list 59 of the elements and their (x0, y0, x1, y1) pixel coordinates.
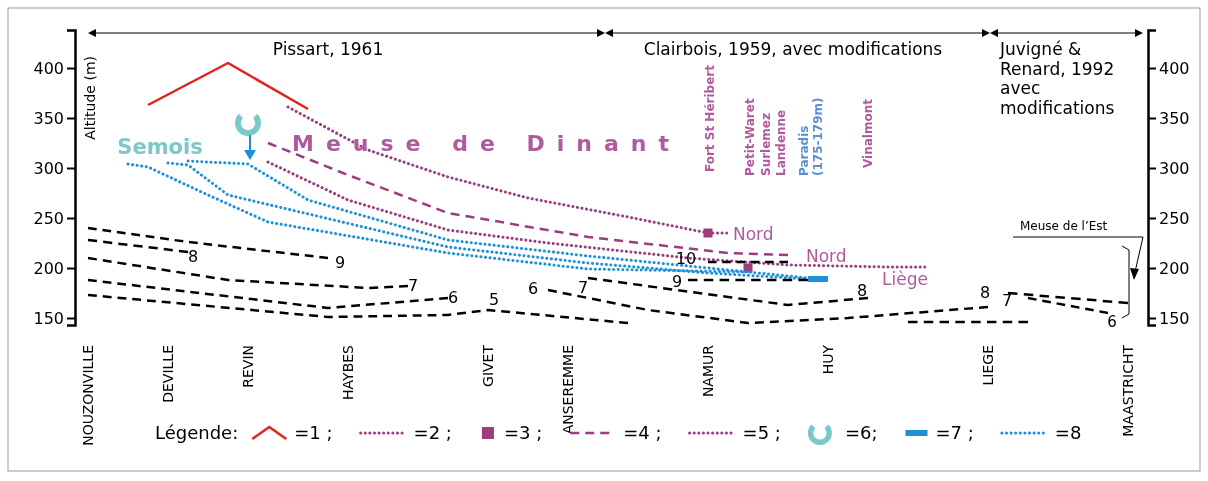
y-tick-label: 300 (33, 158, 64, 178)
x-tick-label: ANSEREMME (559, 345, 576, 435)
annotation: 6 (527, 278, 539, 298)
annotation: Nord (806, 246, 847, 266)
legend-title: Légende: (155, 422, 239, 444)
x-tick-label: LIEGE (979, 345, 996, 386)
annotation: Clairbois, 1959, avec modifications (643, 39, 943, 59)
x-tick-label: REVIN (239, 345, 256, 388)
y2-tick-label: 400 (1159, 58, 1190, 78)
annotation: 6 (1107, 312, 1117, 331)
annotation: Surlemez (758, 113, 773, 176)
annotation: 7 (577, 277, 589, 297)
annotation: 5 (488, 289, 500, 309)
x-tick-label: GIVET (479, 344, 496, 387)
annotation: Vinalmont (860, 98, 875, 168)
annotation: 6 (447, 287, 459, 307)
x-tick-label: NOUZONVILLE (79, 345, 96, 446)
y2-tick-label: 200 (1159, 258, 1190, 278)
y2-tick-label: 350 (1159, 108, 1190, 128)
y-axis-title: Altitude (m) (82, 56, 98, 140)
legend-label: =2 ; (413, 422, 452, 444)
x-tick-label: NAMUR (699, 344, 716, 398)
x-tick-label: MAASTRICHT (1119, 344, 1136, 437)
annotation: Paradis (175-179m) (796, 97, 825, 176)
x-tick-label: HAYBES (339, 344, 356, 400)
y2-tick-label: 300 (1159, 158, 1190, 178)
annotation: 9 (671, 271, 683, 291)
annotation: 8 (856, 280, 868, 300)
legend-label: =5 ; (742, 422, 781, 444)
annotation: 8 (979, 282, 991, 302)
y-tick-label: 200 (33, 258, 64, 278)
x-tick-label: HUY (819, 344, 836, 375)
legend-label: =3 ; (503, 422, 543, 444)
annotation: Petit-Waret (742, 98, 757, 176)
y-tick-label: 250 (33, 208, 64, 228)
annotation: 7 (407, 275, 419, 295)
annotation: Liège (882, 269, 928, 289)
y-tick-label: 350 (33, 108, 64, 128)
annotation: 7 (1001, 290, 1013, 310)
legend-label: =7 ; (935, 422, 974, 444)
annotation: Landenne (773, 109, 788, 176)
annotation: Meuse de l’Est (1020, 218, 1108, 233)
y2-tick-label: 150 (1159, 308, 1190, 328)
legend-label: =4 ; (623, 422, 662, 444)
annotation: Juvigné & Renard, 1992 avec modifications (999, 39, 1115, 118)
annotation: 8 (187, 246, 199, 266)
annotation: Fort St Héribert (702, 64, 717, 172)
annotation: Semois (117, 135, 203, 159)
annotation: 9 (334, 252, 346, 272)
y2-tick-label: 250 (1159, 208, 1190, 228)
y-tick-label: 400 (33, 58, 64, 78)
annotation: Nord (733, 224, 774, 244)
legend-label: =8 (1054, 422, 1082, 444)
annotation: Pissart, 1961 (272, 39, 384, 59)
annotation: 10 (675, 248, 697, 268)
y-tick-label: 150 (33, 308, 64, 328)
x-tick-label: DEVILLE (159, 345, 176, 403)
legend-label: =6; (844, 422, 878, 444)
legend-label: =1 ; (294, 422, 333, 444)
